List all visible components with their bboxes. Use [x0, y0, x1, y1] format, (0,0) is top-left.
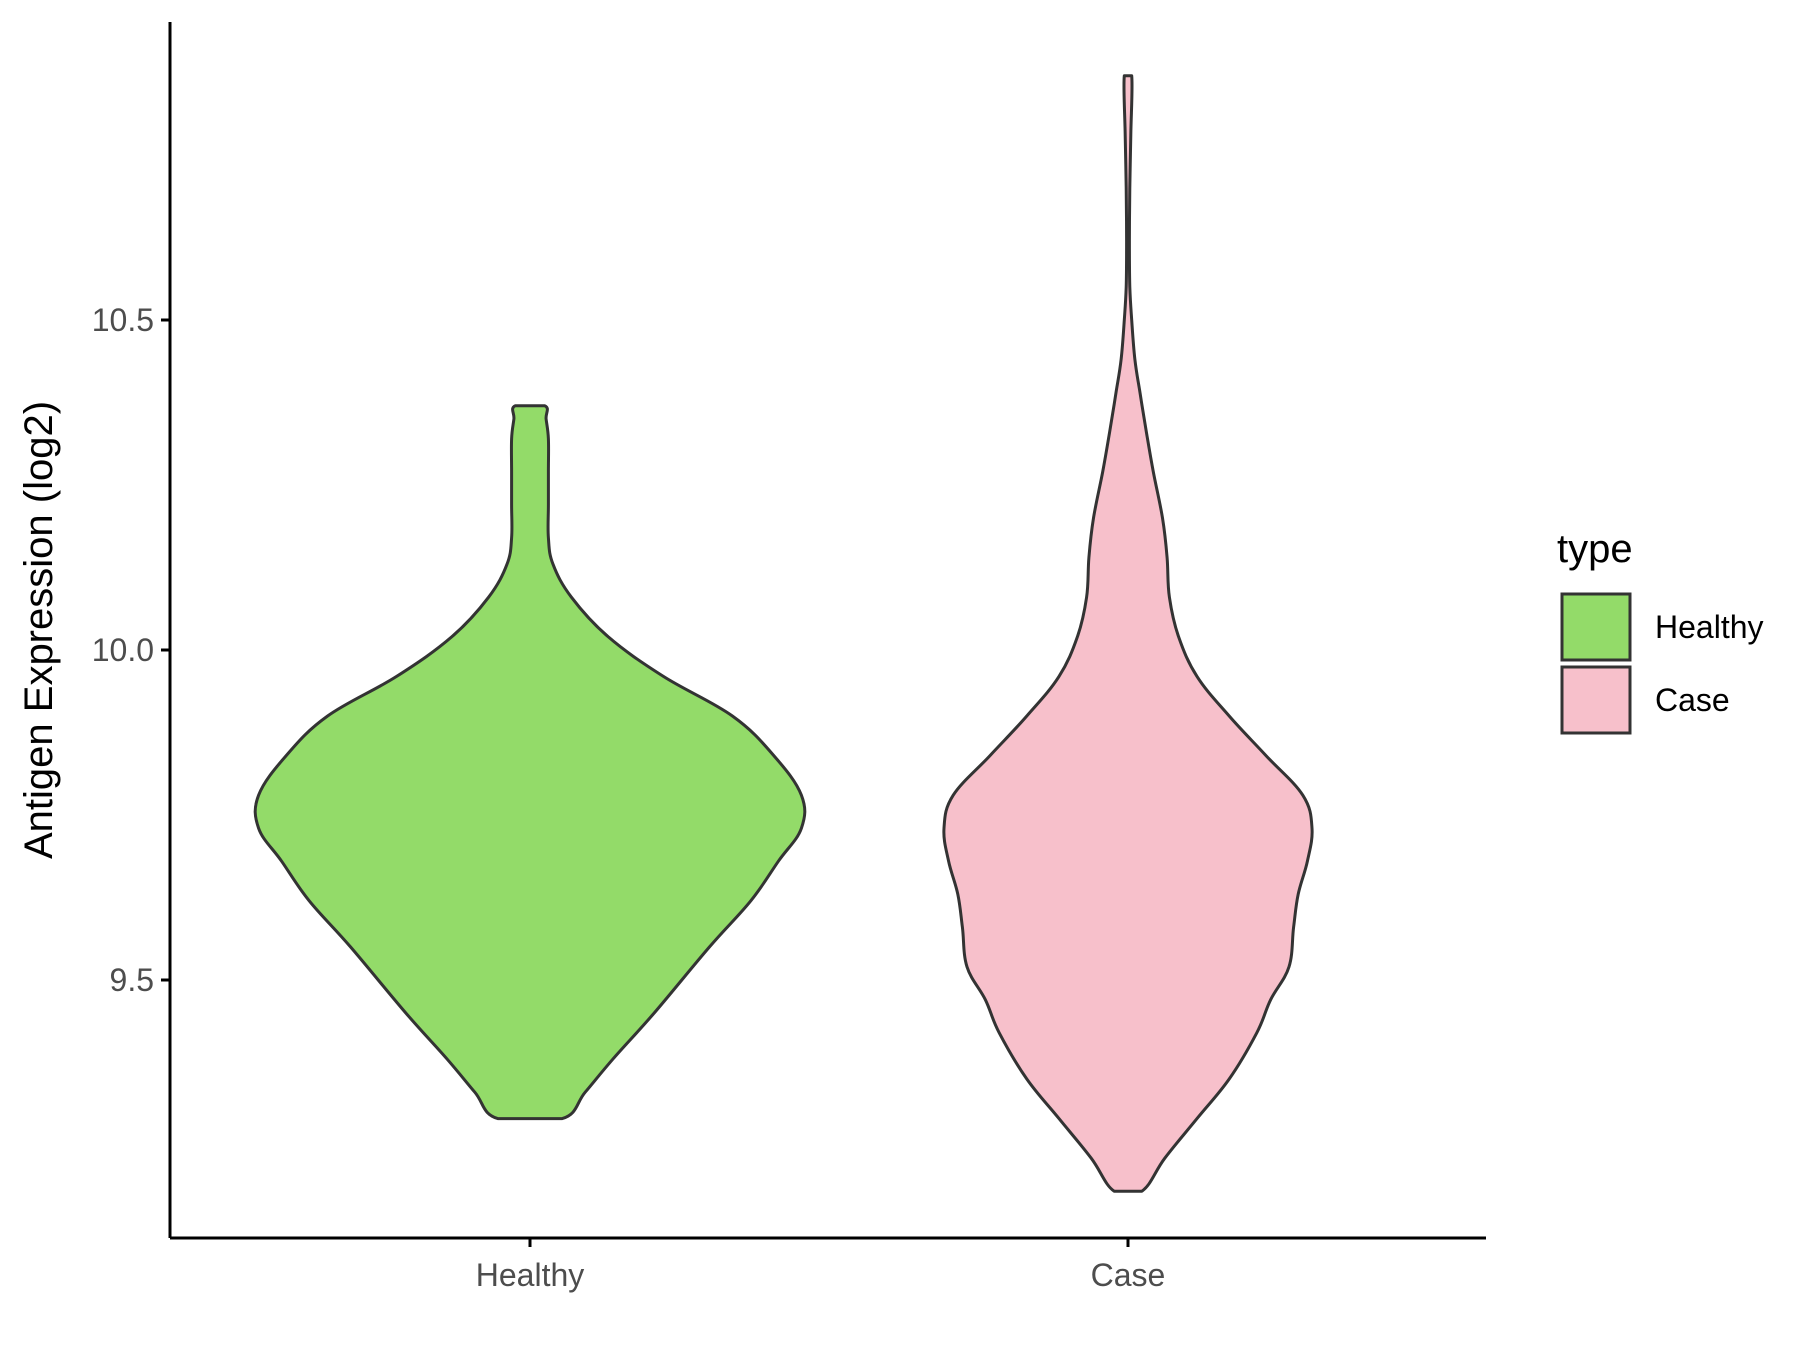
legend-label-case: Case: [1655, 682, 1730, 718]
violin-case: [942, 74, 1314, 1193]
y-axis-title: Antigen Expression (log2): [17, 401, 61, 859]
y-tick-label: 10.5: [92, 302, 154, 338]
x-tick-label: Healthy: [476, 1257, 585, 1293]
legend-key-healthy: [1560, 592, 1632, 662]
violins: [253, 74, 1314, 1193]
legend-title: type: [1557, 527, 1633, 571]
legend-key-case: [1560, 665, 1632, 735]
legend: type Healthy Case: [1557, 527, 1764, 735]
legend-label-healthy: Healthy: [1655, 609, 1764, 645]
y-ticks: 9.5 10.0 10.5: [92, 302, 170, 998]
violin-healthy: [253, 404, 807, 1121]
x-ticks: Healthy Case: [476, 1238, 1166, 1293]
x-tick-label: Case: [1091, 1257, 1166, 1293]
y-tick-label: 10.0: [92, 632, 154, 668]
y-tick-label: 9.5: [110, 962, 154, 998]
